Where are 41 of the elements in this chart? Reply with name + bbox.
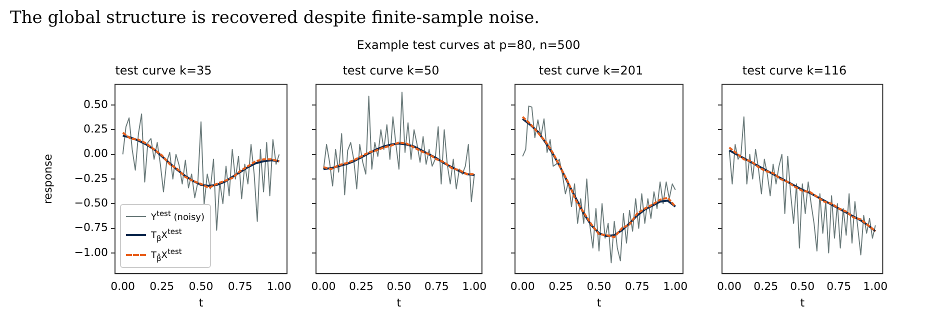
x-tick-label: 0.75 bbox=[624, 280, 650, 294]
chart-title: test curve k=116 bbox=[742, 63, 847, 78]
x-axis-title: t bbox=[396, 296, 402, 310]
x-tick-label: 1.00 bbox=[863, 280, 888, 294]
x-tick-label: 0.00 bbox=[110, 280, 136, 294]
y-tick-label: −0.25 bbox=[74, 172, 108, 185]
text: The global structure is recovered despite finite-sample noise. bbox=[10, 8, 540, 28]
x-tick-label: 0.25 bbox=[349, 280, 374, 294]
x-tick-label: 0.50 bbox=[586, 280, 612, 294]
x-tick-label: 0.00 bbox=[311, 280, 336, 294]
y-tick-label: −0.50 bbox=[74, 196, 108, 210]
x-tick-label: 0.00 bbox=[510, 280, 535, 294]
x-tick-label: 0.50 bbox=[386, 280, 412, 294]
x-tick-label: 0.75 bbox=[228, 280, 252, 294]
x-tick-label: 0.75 bbox=[424, 280, 449, 294]
chart-title: test curve k=50 bbox=[342, 63, 440, 78]
x-tick-label: 1.00 bbox=[663, 280, 688, 294]
text: Example test curves at p=80, n=500 bbox=[356, 38, 582, 52]
x-tick-label: 0.00 bbox=[717, 280, 742, 294]
y-tick-label: 0.25 bbox=[84, 122, 108, 136]
x-tick-label: 0.50 bbox=[790, 280, 815, 294]
y-tick-label: 0.50 bbox=[84, 98, 108, 111]
chart-title: test curve k=35 bbox=[115, 63, 212, 78]
x-tick-label: 1.00 bbox=[266, 280, 292, 294]
legend-label: T$_{β̂}$X$^{test}$ bbox=[151, 246, 182, 265]
y-tick-label: −0.75 bbox=[74, 221, 108, 234]
y-tick-label: 0.00 bbox=[84, 147, 108, 160]
x-tick-label: 0.25 bbox=[548, 280, 574, 294]
legend-label: T$_{β}$X$^{test}$ bbox=[151, 226, 182, 246]
x-tick-label: 1.00 bbox=[462, 280, 487, 294]
x-tick-label: 0.25 bbox=[150, 280, 174, 294]
x-tick-label: 0.50 bbox=[188, 280, 214, 294]
y-axis-title: response bbox=[41, 154, 54, 204]
x-tick-label: 0.25 bbox=[754, 280, 778, 294]
x-axis-title: t bbox=[800, 296, 806, 310]
legend-label: Y$^{test}$ (noisy) bbox=[151, 208, 205, 226]
x-axis-title: t bbox=[198, 296, 204, 310]
x-tick-label: 0.75 bbox=[826, 280, 852, 294]
y-tick-label: −1.00 bbox=[74, 246, 108, 259]
x-axis-title: t bbox=[596, 296, 602, 310]
chart-title: test curve k=201 bbox=[538, 63, 644, 78]
